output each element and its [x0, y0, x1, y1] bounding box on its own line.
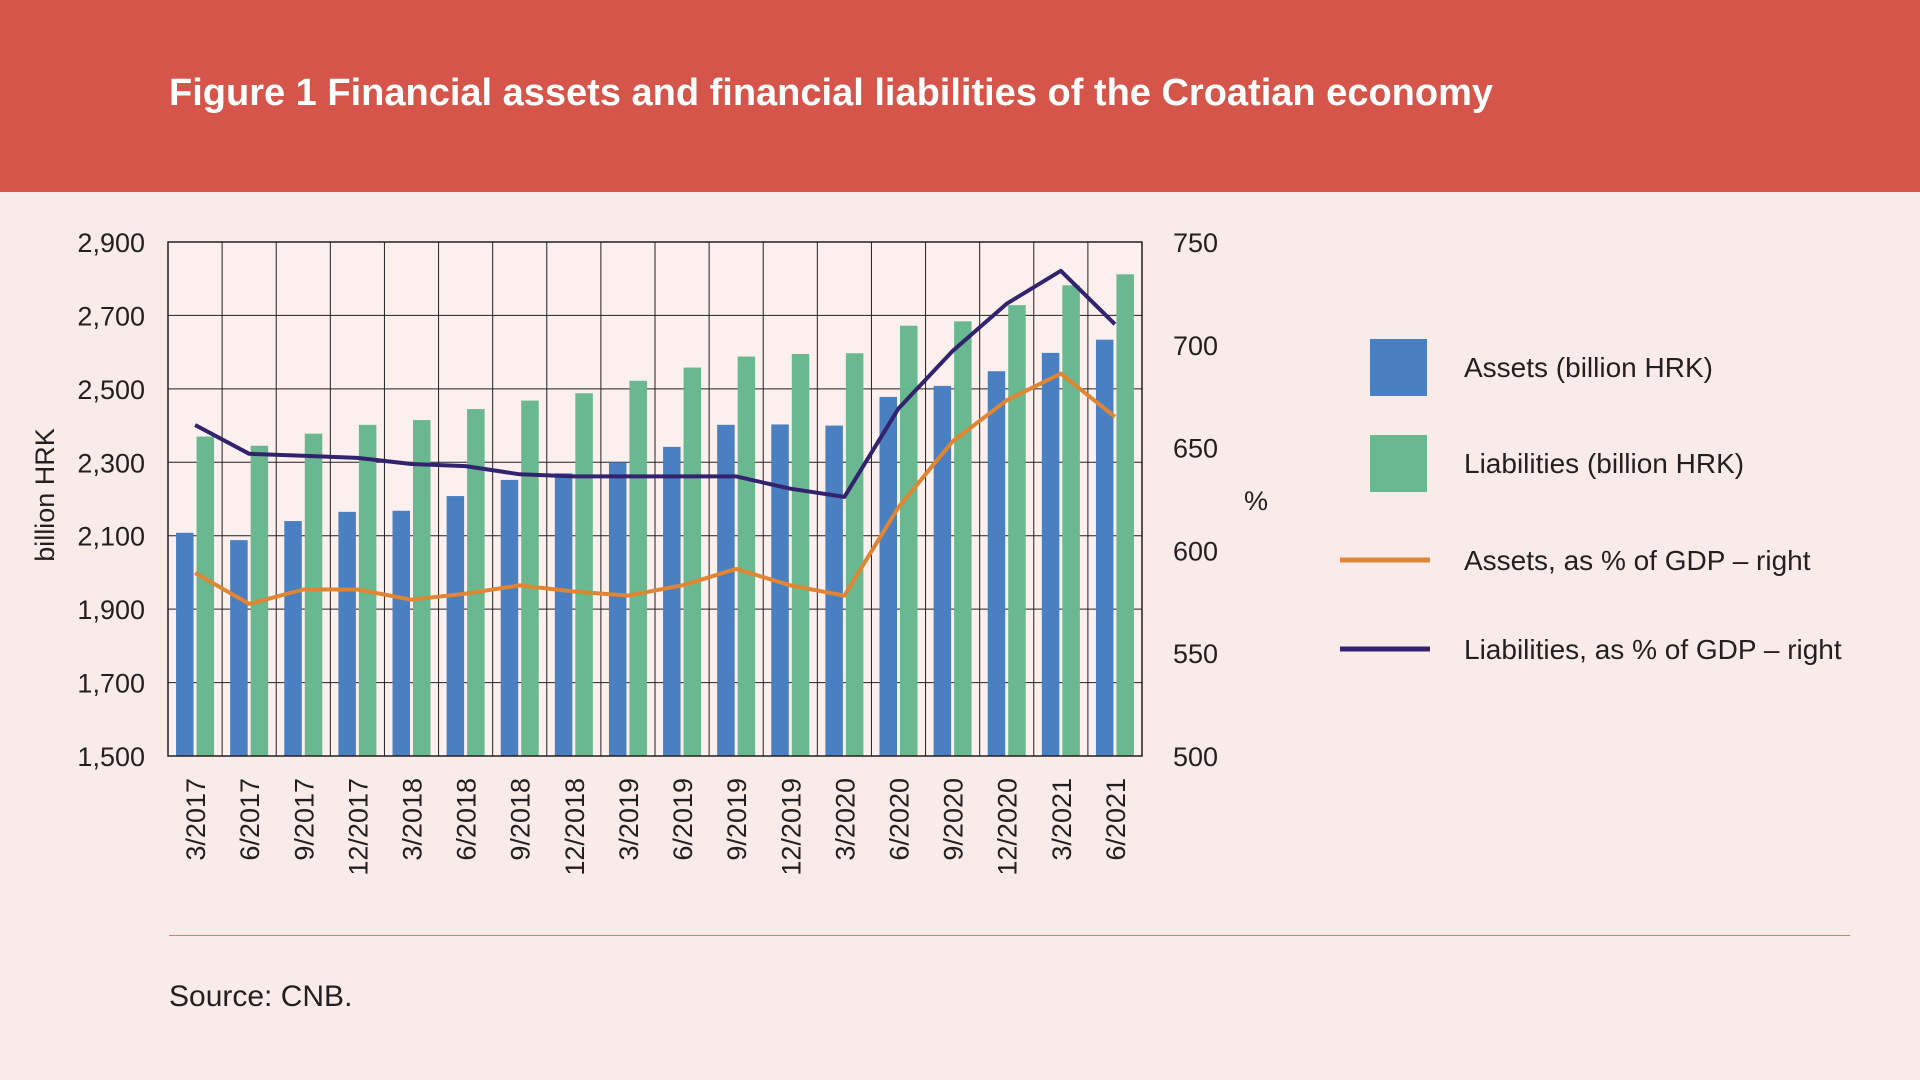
right-tick-label: 700 — [1173, 331, 1218, 361]
assets-bar — [933, 385, 952, 756]
left-tick-label: 1,700 — [77, 669, 145, 699]
liabilities-bar — [1008, 305, 1026, 756]
legend-label: Assets (billion HRK) — [1464, 352, 1713, 383]
liabilities-bar — [900, 325, 918, 756]
assets-bar — [1095, 339, 1114, 756]
left-tick-label: 2,900 — [77, 228, 145, 258]
x-tick-label: 6/2019 — [668, 778, 698, 861]
assets-bar — [1041, 352, 1060, 756]
assets-bar — [392, 510, 410, 756]
right-axis-ticks: 500 550 600 650 700 750 — [1173, 228, 1218, 772]
right-tick-label: 650 — [1173, 434, 1218, 464]
source-note: Source: CNB. — [169, 980, 353, 1013]
assets-bar — [663, 446, 681, 756]
divider — [169, 935, 1850, 936]
x-tick-label: 12/2019 — [776, 778, 806, 876]
right-axis-label: % — [1244, 486, 1268, 516]
assets-bar — [987, 371, 1006, 756]
x-tick-label: 6/2020 — [885, 778, 915, 861]
header-banner: Figure 1 Financial assets and financial … — [0, 0, 1920, 192]
x-tick-label: 12/2017 — [343, 778, 373, 876]
right-tick-label: 500 — [1173, 742, 1218, 772]
left-tick-label: 1,900 — [77, 595, 145, 625]
line-series — [194, 268, 1117, 606]
x-tick-label: 12/2018 — [560, 778, 590, 876]
assets-bar — [230, 540, 248, 756]
left-tick-label: 1,500 — [77, 742, 145, 772]
liabilities-gdp-line — [194, 268, 1117, 499]
liabilities-bar — [1116, 274, 1134, 756]
liabilities-bar — [737, 356, 756, 756]
liabilities-bar — [575, 393, 593, 756]
x-tick-label: 3/2021 — [1047, 778, 1077, 861]
right-tick-label: 550 — [1173, 639, 1218, 669]
liabilities-bar — [629, 380, 647, 756]
left-axis-ticks: 1,500 1,700 1,900 2,100 2,300 2,500 2,700 2,900 — [77, 228, 145, 772]
assets-bar — [879, 396, 897, 756]
grid-lines — [168, 241, 1142, 757]
x-axis-ticks: 3/2017 6/2017 9/2017 12/2017 3/2018 6/2018 9/2… — [181, 778, 1131, 876]
assets-bar — [608, 462, 627, 756]
assets-gdp-line — [194, 371, 1117, 606]
plot-border — [167, 241, 1143, 757]
legend-label: Liabilities (billion HRK) — [1464, 448, 1744, 479]
x-tick-label: 12/2020 — [993, 778, 1023, 876]
liabilities-bar — [954, 321, 972, 756]
left-tick-label: 2,100 — [77, 522, 145, 552]
liabilities-bar — [413, 420, 431, 756]
liabilities-bar — [467, 409, 485, 756]
left-axis-label: billion HRK — [30, 428, 60, 562]
plot-frame — [167, 241, 1143, 757]
assets-bar — [825, 425, 843, 756]
assets-bar — [717, 424, 735, 756]
legend-swatch — [1370, 435, 1427, 492]
x-tick-label: 9/2020 — [939, 778, 969, 861]
liabilities-bar — [791, 353, 810, 756]
liabilities-bar — [196, 436, 215, 756]
assets-bar — [176, 532, 194, 756]
left-tick-label: 2,700 — [77, 301, 145, 331]
x-tick-label: 3/2019 — [614, 778, 644, 861]
liabilities-bar — [1062, 285, 1080, 756]
x-tick-label: 3/2017 — [181, 778, 211, 861]
x-tick-label: 9/2018 — [506, 778, 536, 861]
liabilities-bar — [521, 400, 539, 756]
assets-bar — [338, 511, 356, 756]
assets-bar — [771, 424, 789, 756]
x-tick-label: 3/2020 — [830, 778, 860, 861]
assets-bar — [554, 473, 573, 756]
assets-bar — [500, 479, 519, 756]
liabilities-bar — [683, 367, 702, 756]
x-tick-label: 6/2017 — [235, 778, 265, 861]
legend-label: Assets, as % of GDP – right — [1464, 545, 1811, 576]
right-tick-label: 600 — [1173, 536, 1218, 566]
left-tick-label: 2,300 — [77, 448, 145, 478]
x-tick-label: 6/2021 — [1101, 778, 1131, 861]
x-tick-label: 9/2019 — [722, 778, 752, 861]
x-tick-label: 3/2018 — [398, 778, 428, 861]
assets-bar — [446, 496, 465, 756]
legend-swatch — [1370, 339, 1427, 396]
right-tick-label: 750 — [1173, 228, 1218, 258]
liabilities-bar — [845, 353, 864, 756]
liabilities-bar — [304, 433, 323, 756]
assets-bar — [284, 521, 302, 756]
legend-label: Liabilities, as % of GDP – right — [1464, 634, 1842, 665]
left-tick-label: 2,500 — [77, 375, 145, 405]
x-tick-label: 9/2017 — [289, 778, 319, 861]
x-tick-label: 6/2018 — [452, 778, 482, 861]
legend: Assets (billion HRK) Liabilities (billion… — [1340, 339, 1842, 665]
chart-title: Figure 1 Financial assets and financial … — [169, 72, 1494, 114]
